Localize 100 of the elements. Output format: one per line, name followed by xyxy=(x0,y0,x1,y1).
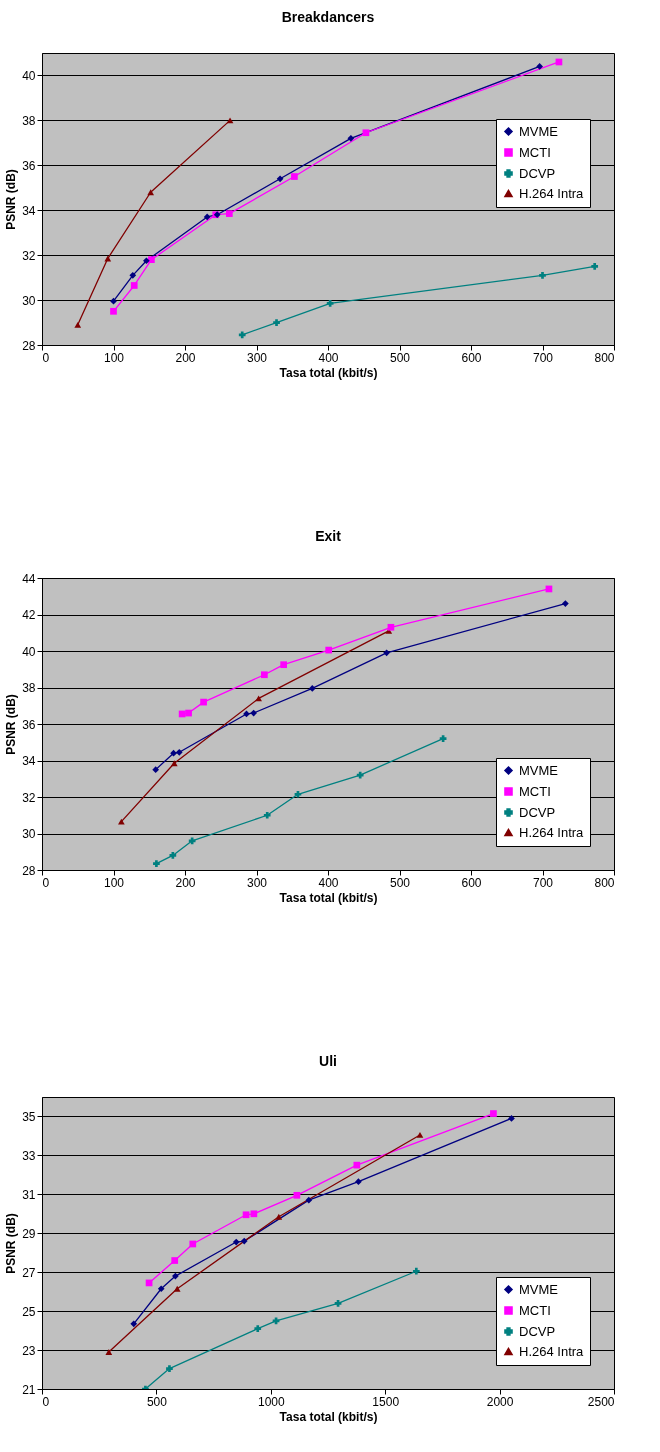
point xyxy=(275,1213,283,1220)
legend-label: MVME xyxy=(519,762,559,778)
point xyxy=(148,256,155,263)
point xyxy=(172,1272,179,1280)
point xyxy=(387,623,395,631)
point xyxy=(326,300,334,307)
x-axis-title: Tasa total (kbit/s) xyxy=(279,1409,378,1424)
point xyxy=(276,175,284,183)
x-axis-title: Tasa total (kbit/s) xyxy=(279,365,378,380)
y-tick-label: 30 xyxy=(22,827,36,841)
point xyxy=(412,1267,420,1275)
y-tick-label: 32 xyxy=(22,248,36,263)
y-axis-title: PSNR (dB) xyxy=(4,169,19,230)
y-tick-label: 36 xyxy=(22,717,36,732)
chart-title: Uli xyxy=(319,1053,337,1069)
y-tick-label: 31 xyxy=(22,1187,36,1202)
y-axis-title: PSNR (dB) xyxy=(4,694,19,755)
y-tick-label: 34 xyxy=(22,754,36,768)
y-tick-label: 33 xyxy=(22,1148,36,1163)
x-tick-label: 200 xyxy=(175,350,196,365)
y-tick-label: 28 xyxy=(22,338,36,353)
point xyxy=(347,135,355,142)
point xyxy=(170,760,178,767)
legend-label: DCVP xyxy=(519,165,556,181)
point xyxy=(200,698,207,706)
point xyxy=(240,1237,248,1245)
point xyxy=(166,1365,173,1372)
y-tick-label: 30 xyxy=(22,293,36,308)
point xyxy=(169,852,177,859)
legend-label: H.264 Intra xyxy=(519,185,585,201)
y-tick-label: 40 xyxy=(22,644,36,659)
point xyxy=(305,1196,313,1204)
point xyxy=(291,173,298,180)
point xyxy=(362,129,370,137)
point xyxy=(74,321,82,328)
point xyxy=(254,1325,262,1333)
x-axis-title: Tasa total (kbit/s) xyxy=(279,890,378,905)
y-tick-label: 21 xyxy=(22,1382,36,1397)
point xyxy=(189,1240,197,1248)
x-tick-label: 100 xyxy=(103,350,125,365)
legend-label: MCTI xyxy=(519,144,551,160)
point xyxy=(171,1257,179,1264)
point xyxy=(242,1211,250,1219)
x-tick-label: 600 xyxy=(461,875,482,890)
point xyxy=(293,1191,301,1199)
point xyxy=(232,1238,240,1246)
legend-label: H.264 Intra xyxy=(519,824,585,840)
x-tick-label: 700 xyxy=(532,875,554,890)
y-tick-label: 42 xyxy=(22,608,36,622)
x-tick-label: 0 xyxy=(42,875,50,890)
x-tick-label: 400 xyxy=(318,875,339,890)
y-tick-label: 35 xyxy=(22,1109,36,1124)
legend-label: MVME xyxy=(519,1281,559,1297)
legend-label: H.264 Intra xyxy=(519,1343,585,1359)
point xyxy=(250,709,257,717)
y-tick-label: 36 xyxy=(22,158,36,173)
x-tick-label: 2500 xyxy=(587,1394,615,1409)
point xyxy=(263,811,271,819)
point xyxy=(273,319,280,326)
point xyxy=(130,282,138,289)
point xyxy=(173,1285,181,1292)
point xyxy=(110,307,117,315)
legend-label: DCVP xyxy=(519,804,556,820)
legend-label: MVME xyxy=(519,123,559,139)
y-tick-label: 29 xyxy=(22,1226,36,1241)
point xyxy=(591,263,599,270)
point xyxy=(325,646,333,654)
point xyxy=(308,685,316,692)
point xyxy=(539,272,546,279)
point xyxy=(225,210,233,217)
point xyxy=(383,649,390,657)
point xyxy=(105,1349,113,1355)
point xyxy=(250,1210,258,1218)
point xyxy=(147,189,155,196)
point xyxy=(334,1299,342,1307)
chart-title: Exit xyxy=(315,528,342,544)
point xyxy=(175,748,183,756)
point xyxy=(110,297,117,305)
point xyxy=(170,749,177,757)
y-tick-label: 32 xyxy=(22,790,36,805)
point xyxy=(280,661,288,669)
y-tick-label: 44 xyxy=(22,571,36,586)
y-tick-label: 38 xyxy=(22,681,36,695)
point xyxy=(562,600,569,607)
y-tick-label: 34 xyxy=(22,203,36,218)
point xyxy=(157,1285,165,1293)
x-tick-label: 1500 xyxy=(372,1394,400,1409)
point xyxy=(118,818,125,825)
x-tick-label: 200 xyxy=(175,875,196,890)
point xyxy=(536,63,543,70)
legend-label: MCTI xyxy=(519,1302,551,1318)
point xyxy=(439,735,447,742)
point xyxy=(261,671,268,679)
point xyxy=(356,771,364,779)
point xyxy=(355,1178,362,1186)
x-tick-label: 800 xyxy=(594,350,615,365)
point xyxy=(129,272,137,279)
y-tick-label: 23 xyxy=(22,1343,36,1358)
x-tick-label: 0 xyxy=(42,1394,50,1409)
x-tick-label: 500 xyxy=(146,1394,168,1409)
